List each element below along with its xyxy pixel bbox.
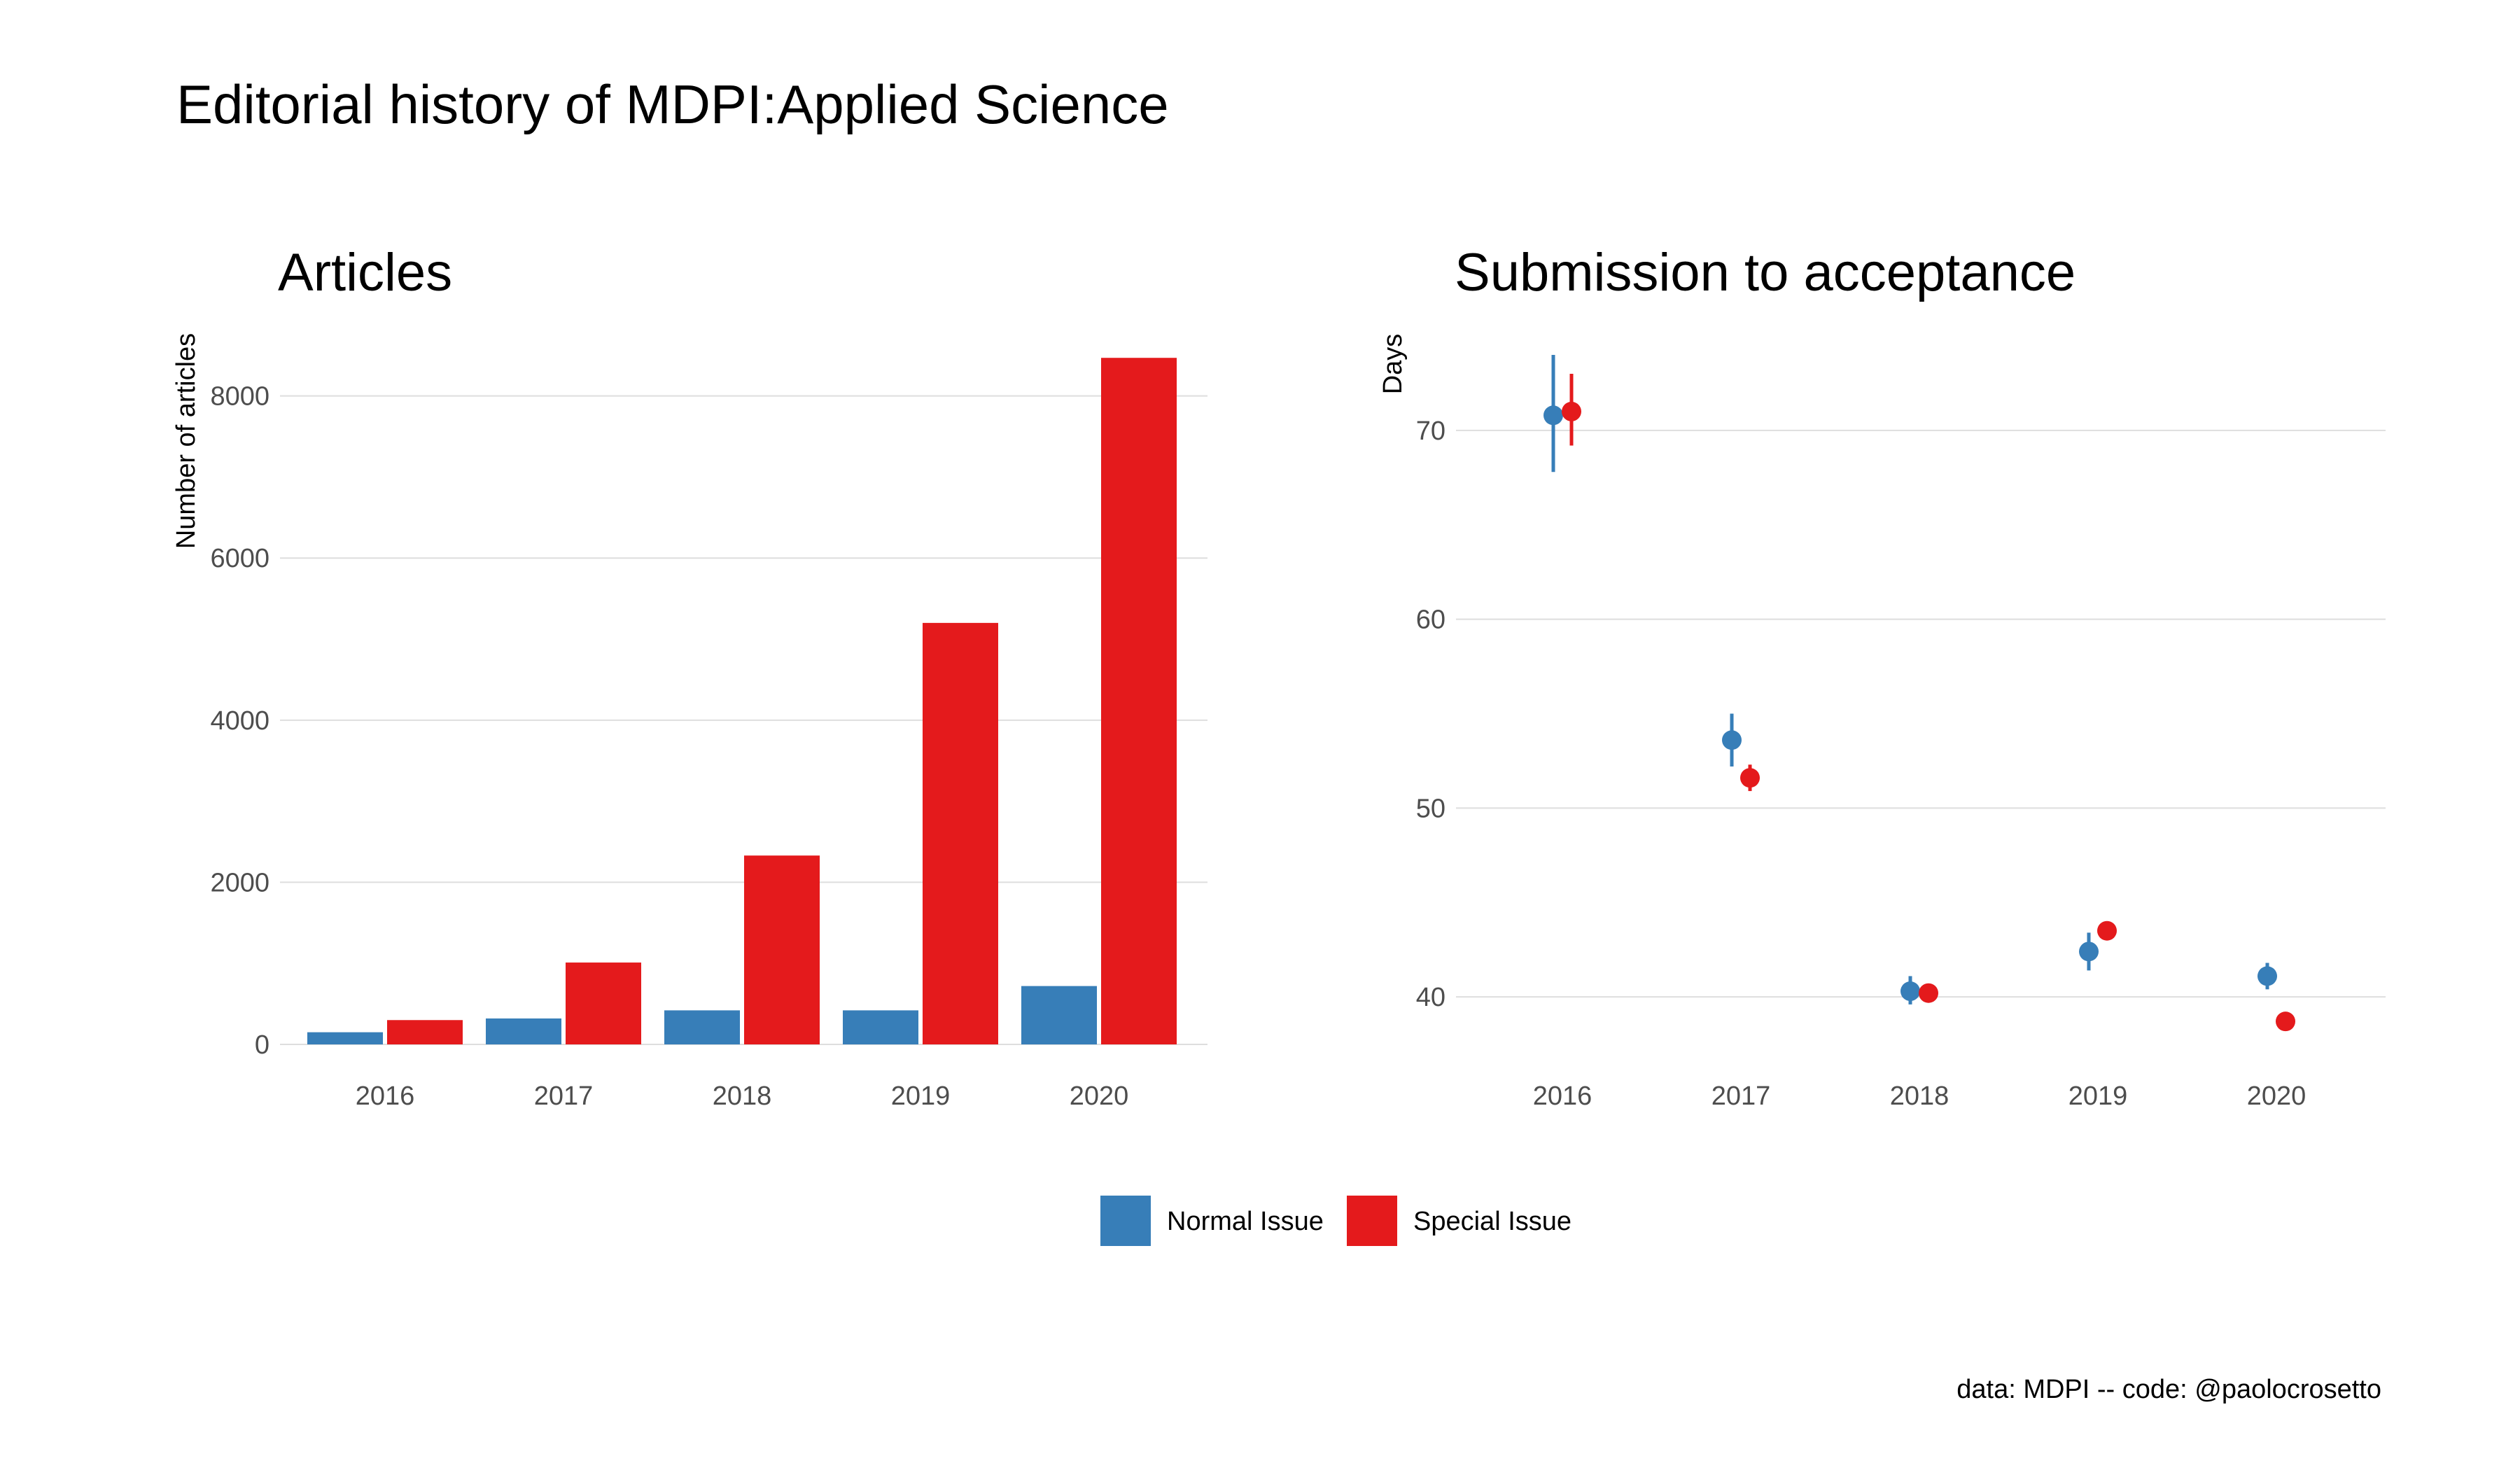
acceptance-panel: Submission to acceptance Days 40 50 60 70 2… (1378, 243, 2386, 1111)
acceptance-x-tick-label: 2020 (2247, 1082, 2306, 1111)
legend-swatch-normal (1100, 1196, 1151, 1246)
point-special-2016 (1562, 401, 1581, 421)
bar-special-2019 (923, 622, 998, 1044)
point-normal-2017 (1722, 730, 1742, 750)
articles-y-axis-label: Number of articles (172, 333, 201, 549)
acceptance-y-tick-label: 40 (1416, 983, 1446, 1012)
articles-y-tick-label: 2000 (210, 868, 270, 897)
point-special-2020 (2276, 1011, 2295, 1032)
articles-x-tick-label: 2016 (356, 1082, 415, 1111)
articles-x-tick-label: 2018 (713, 1082, 772, 1111)
bar-normal-2016 (307, 1032, 383, 1044)
bar-normal-2019 (843, 1010, 918, 1044)
legend-label-special: Special Issue (1413, 1207, 1572, 1236)
point-normal-2020 (2258, 966, 2277, 986)
acceptance-y-tick-label: 70 (1416, 416, 1446, 446)
acceptance-y-tick-label: 60 (1416, 606, 1446, 635)
caption: data: MDPI -- code: @paolocrosetto (1956, 1375, 2381, 1404)
bar-special-2017 (566, 962, 641, 1044)
bar-normal-2020 (1021, 986, 1097, 1044)
point-normal-2018 (1900, 981, 1920, 1002)
acceptance-x-tick-label: 2017 (1712, 1082, 1771, 1111)
articles-y-tick-label: 0 (255, 1030, 270, 1060)
bar-special-2016 (387, 1020, 463, 1044)
articles-y-tick-label: 8000 (210, 382, 270, 412)
bar-normal-2018 (664, 1010, 740, 1044)
acceptance-y-tick-label: 50 (1416, 794, 1446, 823)
bar-special-2018 (744, 855, 820, 1044)
figure-title: Editorial history of MDPI:Applied Scienc… (176, 74, 1169, 135)
acceptance-panel-title: Submission to acceptance (1455, 243, 2076, 302)
acceptance-x-tick-label: 2016 (1533, 1082, 1592, 1111)
articles-x-tick-label: 2017 (534, 1082, 594, 1111)
acceptance-x-tick-label: 2019 (2068, 1082, 2128, 1111)
articles-y-tick-label: 6000 (210, 544, 270, 573)
articles-x-tick-label: 2019 (891, 1082, 951, 1111)
legend-swatch-special (1347, 1196, 1397, 1246)
legend-label-normal: Normal Issue (1167, 1207, 1324, 1236)
bar-special-2020 (1101, 358, 1177, 1044)
acceptance-x-tick-label: 2018 (1890, 1082, 1949, 1111)
acceptance-y-axis-label: Days (1378, 334, 1408, 395)
point-normal-2019 (2079, 941, 2099, 962)
articles-x-tick-label: 2020 (1070, 1082, 1129, 1111)
bar-normal-2017 (486, 1018, 561, 1044)
point-normal-2016 (1544, 405, 1563, 426)
point-special-2019 (2097, 920, 2117, 941)
articles-panel: Articles Number of articles 0 2000 4000 600… (172, 243, 1208, 1111)
point-special-2018 (1919, 983, 1938, 1003)
point-special-2017 (1740, 768, 1760, 788)
legend: Normal Issue Special Issue (1100, 1196, 1572, 1246)
articles-y-tick-label: 4000 (210, 706, 270, 736)
articles-panel-title: Articles (278, 243, 452, 302)
